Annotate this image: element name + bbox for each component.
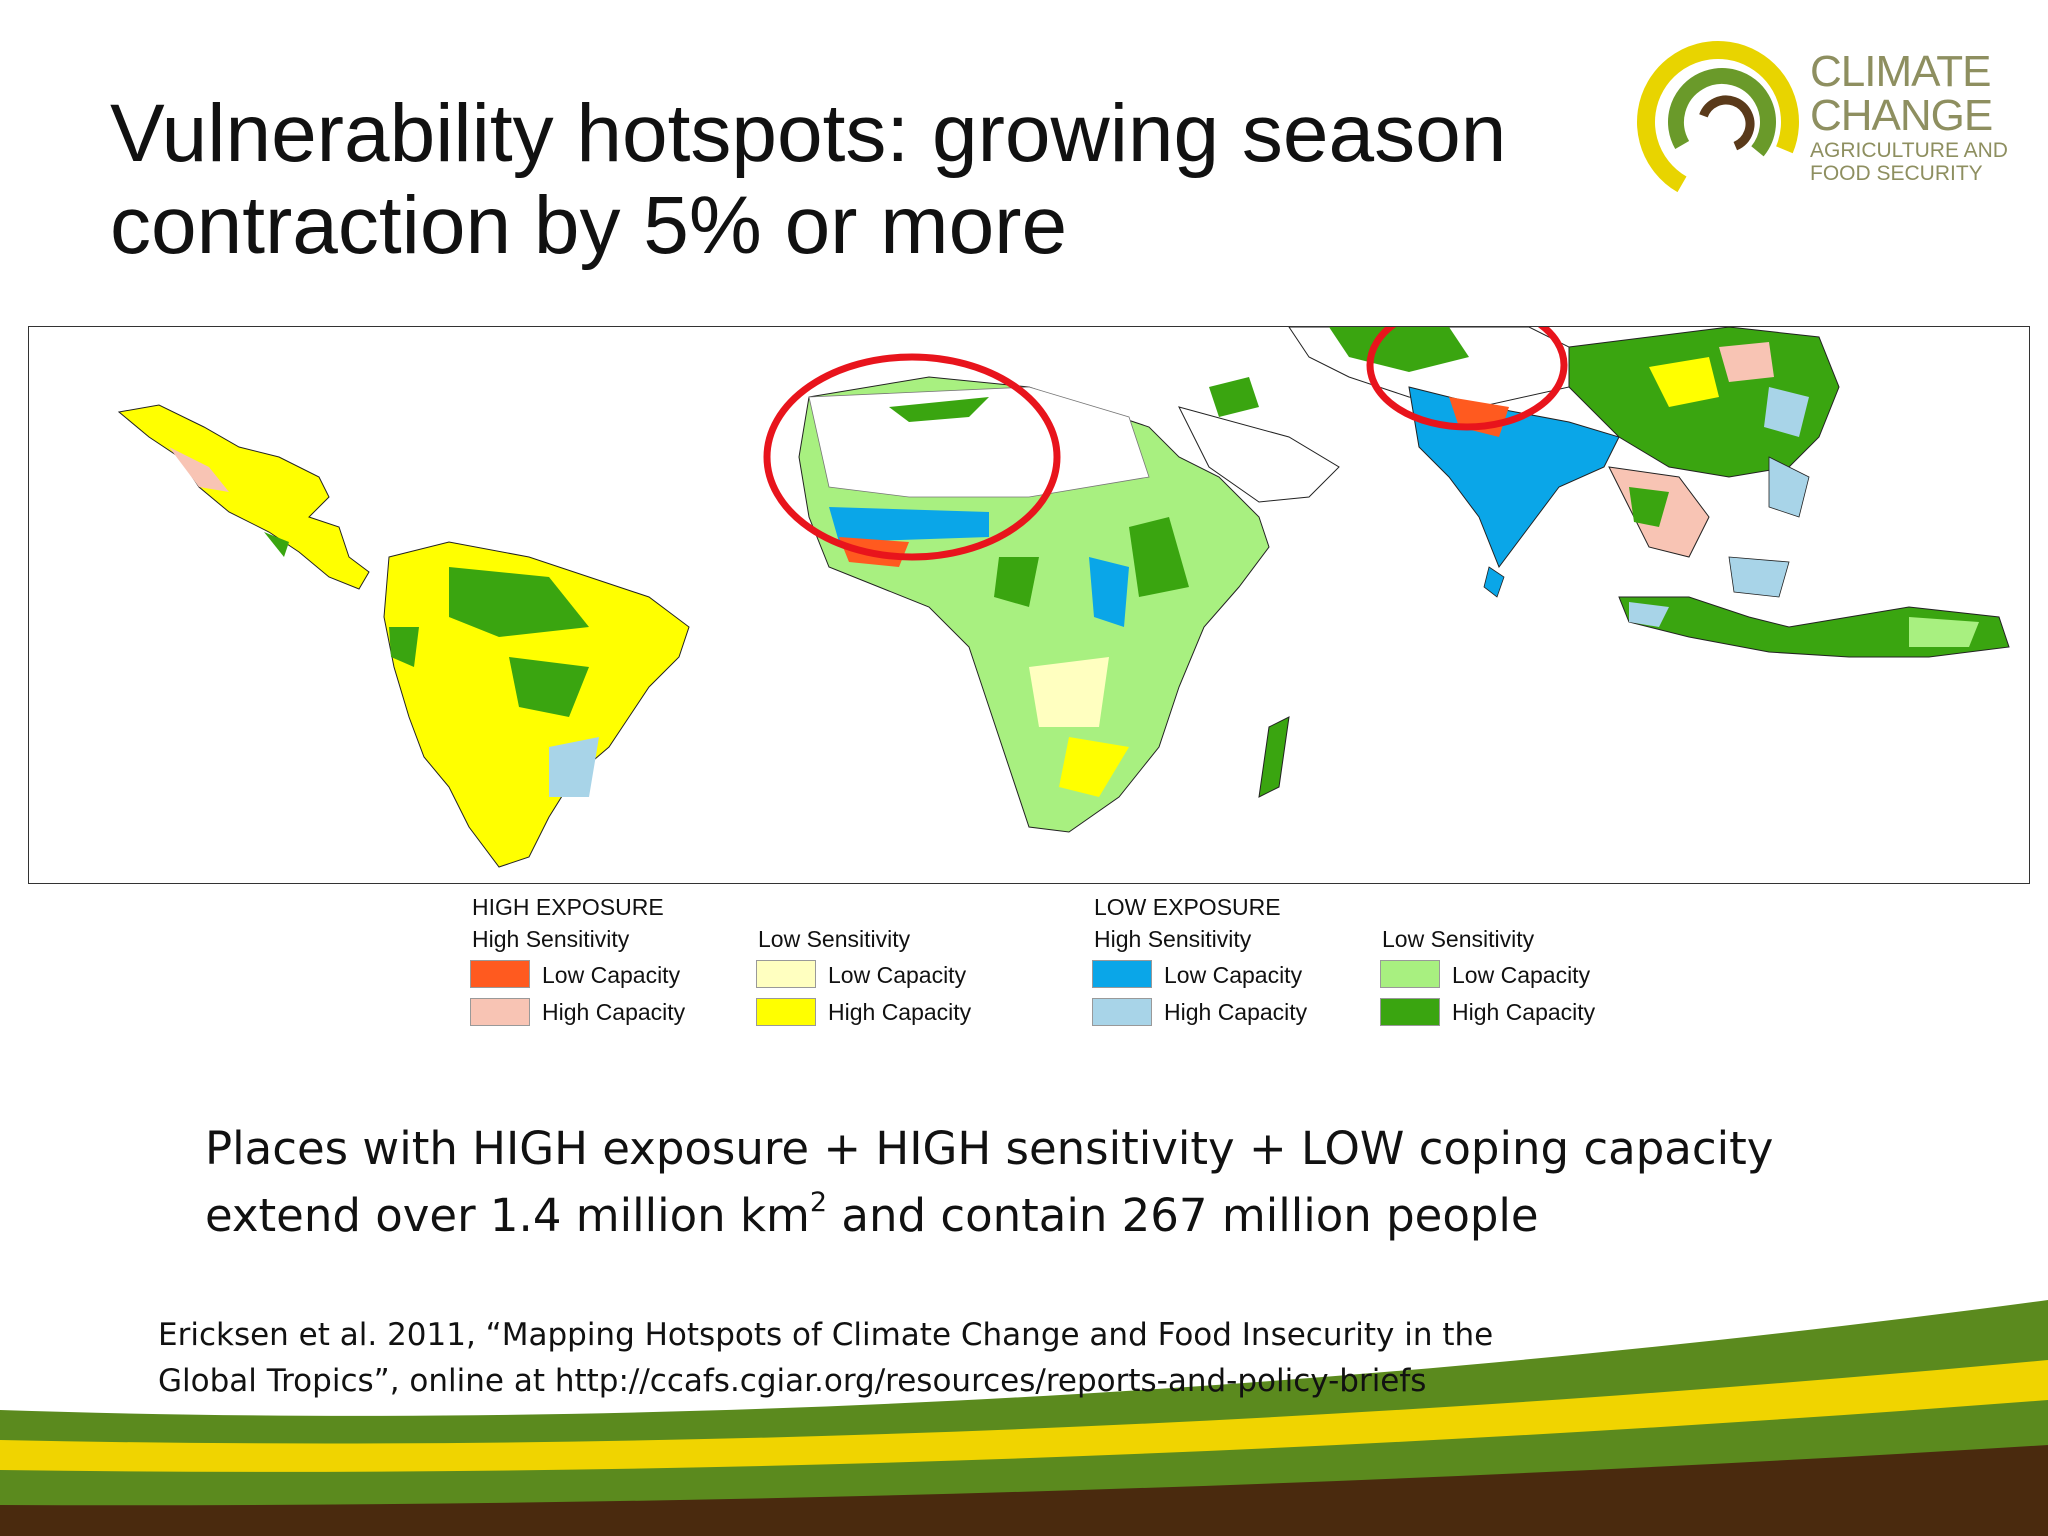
legend-swatch-he-ls-hc: [756, 998, 816, 1026]
region-mexico-central-america: [117, 404, 370, 590]
summary-superscript: 2: [809, 1187, 828, 1218]
legend-he-hs-high-capacity: High Capacity: [542, 999, 686, 1025]
citation: Ericksen et al. 2011, “Mapping Hotspots …: [158, 1312, 1718, 1404]
title-line-1: Vulnerability hotspots: growing season: [110, 88, 1507, 179]
legend-he-hs-low-capacity: Low Capacity: [542, 962, 681, 988]
tropics-map-svg: [117, 327, 2010, 868]
legend-swatch-le-hs-lc: [1092, 960, 1152, 988]
legend-le-ls-low-capacity: Low Capacity: [1452, 962, 1591, 988]
logo-wordmark: CLIMATE CHANGE AGRICULTURE AND FOOD SECU…: [1810, 47, 2008, 185]
hotspot-circle-west-africa: [763, 353, 1061, 561]
title-line-2: contraction by 5% or more: [110, 180, 1068, 271]
summary-line-2-b: and contain 267 million people: [827, 1189, 1539, 1242]
logo-text-food-security: FOOD SECURITY: [1810, 162, 1983, 185]
legend-le-ls-high-capacity: High Capacity: [1452, 999, 1596, 1025]
citation-line-2: Global Tropics”, online at http://ccafs.…: [158, 1363, 1427, 1399]
logo-text-agriculture: AGRICULTURE AND: [1810, 139, 2008, 162]
legend-heading-high-exposure: HIGH EXPOSURE: [472, 894, 664, 920]
legend-high-exp-high-sens: High Sensitivity: [472, 926, 630, 952]
summary-line-1: Places with HIGH exposure + HIGH sensiti…: [205, 1122, 1774, 1175]
ccafs-logo-icon: [1637, 41, 1799, 203]
vulnerability-map: [28, 326, 2030, 884]
slide-title: Vulnerability hotspots: growing season c…: [110, 88, 1570, 272]
citation-line-1: Ericksen et al. 2011, “Mapping Hotspots …: [158, 1317, 1494, 1353]
legend-swatch-le-hs-hc: [1092, 998, 1152, 1026]
legend-high-exp-low-sens: Low Sensitivity: [758, 926, 911, 952]
legend-he-ls-high-capacity: High Capacity: [828, 999, 972, 1025]
legend-low-exp-high-sens: High Sensitivity: [1094, 926, 1252, 952]
footer-wave-band: [0, 1300, 2048, 1536]
summary-statement: Places with HIGH exposure + HIGH sensiti…: [205, 1115, 1905, 1249]
legend-swatch-he-hs-lc: [470, 960, 530, 988]
legend-heading-low-exposure: LOW EXPOSURE: [1094, 894, 1281, 920]
legend-swatch-he-hs-hc: [470, 998, 530, 1026]
legend-swatch-le-ls-hc: [1380, 998, 1440, 1026]
legend-he-ls-low-capacity: Low Capacity: [828, 962, 967, 988]
summary-line-2: extend over 1.4 million km2 and contain …: [205, 1182, 1905, 1249]
summary-line-2-a: extend over 1.4 million km: [205, 1189, 810, 1242]
legend-le-hs-high-capacity: High Capacity: [1164, 999, 1308, 1025]
legend-le-hs-low-capacity: Low Capacity: [1164, 962, 1303, 988]
ccafs-logo: CLIMATE CHANGE AGRICULTURE AND FOOD SECU…: [1630, 30, 2010, 205]
region-madagascar: [1258, 716, 1290, 798]
region-arabia: [1178, 406, 1340, 503]
hotspot-circle-central-asia: [1366, 327, 1568, 431]
region-south-asia: [1408, 386, 1620, 569]
map-legend: HIGH EXPOSURE High Sensitivity Low Capac…: [470, 894, 1630, 1044]
legend-low-exp-low-sens: Low Sensitivity: [1382, 926, 1535, 952]
legend-swatch-he-ls-lc: [756, 960, 816, 988]
logo-text-change: CHANGE: [1810, 91, 1993, 140]
logo-text-climate: CLIMATE: [1810, 47, 1991, 96]
legend-swatch-le-ls-lc: [1380, 960, 1440, 988]
